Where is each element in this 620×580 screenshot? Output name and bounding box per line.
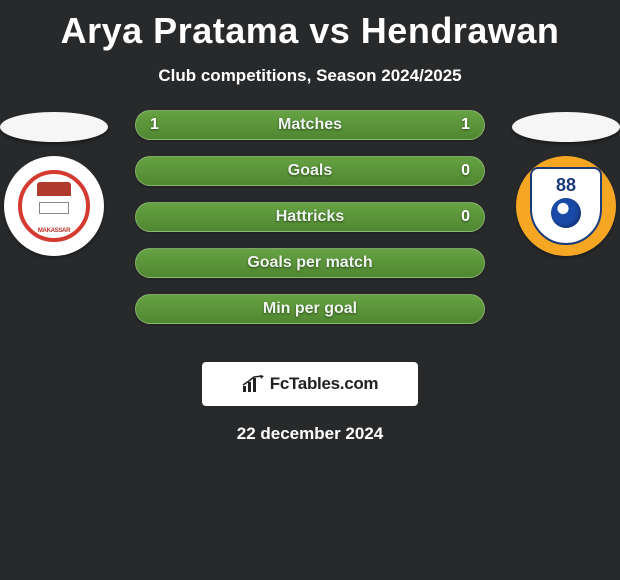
stat-row-matches: 1 Matches 1 — [135, 110, 485, 140]
club-badge-left-inner: MAKASSAR — [18, 170, 90, 242]
stats-column: 1 Matches 1 Goals 0 Hattricks 0 Goals pe… — [135, 110, 485, 324]
page-subtitle: Club competitions, Season 2024/2025 — [0, 66, 620, 86]
club-badge-left: MAKASSAR — [4, 156, 104, 256]
brand-badge[interactable]: FcTables.com — [202, 362, 418, 406]
stat-value-left: 1 — [150, 116, 159, 134]
avatar-placeholder-left — [0, 112, 108, 142]
badge-right-number: 88 — [556, 175, 576, 196]
club-badge-right: 88 — [516, 156, 616, 256]
stat-row-goals-per-match: Goals per match — [135, 248, 485, 278]
badge-brick-icon — [37, 182, 71, 196]
stat-row-min-per-goal: Min per goal — [135, 294, 485, 324]
club-badge-right-shield: 88 — [530, 167, 602, 245]
stat-value-right: 1 — [461, 116, 470, 134]
brand-text: FcTables.com — [270, 374, 379, 394]
stat-row-hattricks: Hattricks 0 — [135, 202, 485, 232]
badge-boat-icon — [39, 202, 69, 214]
stat-row-goals: Goals 0 — [135, 156, 485, 186]
player-right: 88 — [506, 112, 620, 256]
comparison-arena: MAKASSAR 88 1 Matches 1 Goals 0 Hattrick… — [0, 114, 620, 344]
stat-value-right: 0 — [461, 162, 470, 180]
stat-label: Goals per match — [247, 254, 372, 272]
stat-value-right: 0 — [461, 208, 470, 226]
footer-date: 22 december 2024 — [0, 424, 620, 444]
stat-label: Matches — [278, 116, 342, 134]
bar-chart-icon — [242, 375, 264, 393]
badge-left-label: MAKASSAR — [38, 228, 70, 234]
avatar-placeholder-right — [512, 112, 620, 142]
player-left: MAKASSAR — [0, 112, 114, 256]
soccer-ball-icon — [551, 198, 581, 228]
page-title: Arya Pratama vs Hendrawan — [0, 0, 620, 52]
stat-label: Goals — [288, 162, 332, 180]
stat-label: Min per goal — [263, 300, 357, 318]
stat-label: Hattricks — [276, 208, 344, 226]
